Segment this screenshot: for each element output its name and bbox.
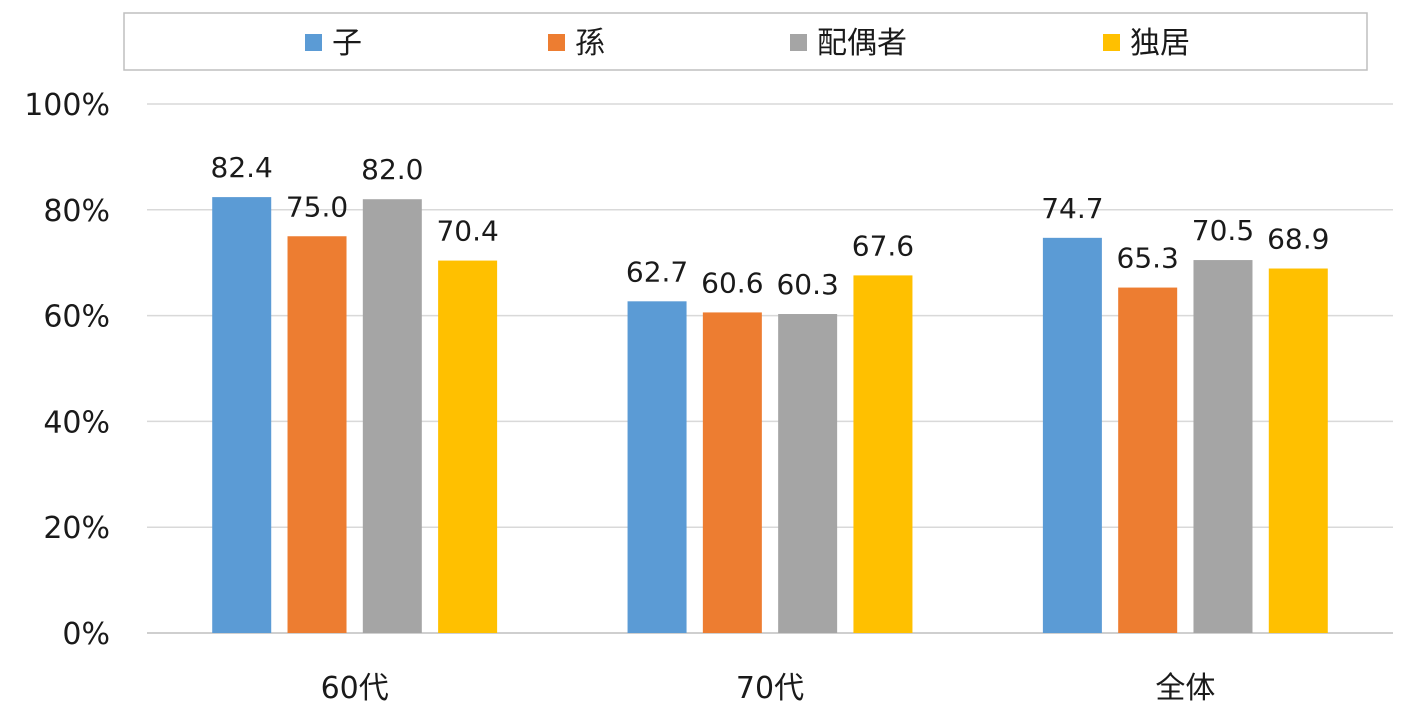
data-label: 75.0 — [286, 190, 348, 223]
y-tick-label: 60% — [43, 300, 110, 335]
bar — [287, 236, 347, 633]
legend-swatch — [305, 34, 322, 51]
data-label: 60.6 — [701, 266, 763, 299]
data-label: 70.4 — [436, 215, 498, 248]
y-axis: 0% 20% 40% 60% 80% 100% — [24, 88, 110, 652]
data-label: 82.4 — [211, 151, 273, 184]
legend-label: 子 — [332, 26, 362, 61]
legend-swatch — [790, 34, 807, 51]
bar — [1118, 287, 1178, 633]
x-tick-label: 60代 — [321, 671, 389, 706]
legend-swatch — [1103, 34, 1120, 51]
data-label: 70.5 — [1192, 214, 1254, 247]
data-label: 82.0 — [361, 153, 423, 186]
legend-label: 独居 — [1130, 26, 1190, 61]
bars — [212, 197, 1328, 633]
bar — [778, 314, 838, 633]
gridlines — [147, 103, 1393, 634]
y-tick-label: 20% — [43, 511, 110, 546]
legend-label: 配偶者 — [817, 26, 907, 61]
x-axis: 60代 70代 全体 — [321, 671, 1216, 706]
data-label: 67.6 — [852, 229, 914, 262]
bar — [212, 197, 272, 633]
bar — [853, 275, 913, 633]
bar — [702, 312, 762, 633]
y-tick-label: 0% — [62, 617, 110, 652]
data-label: 65.3 — [1117, 242, 1179, 275]
data-label: 68.9 — [1267, 223, 1329, 256]
bar — [1042, 237, 1102, 633]
legend-swatch — [548, 34, 565, 51]
x-tick-label: 70代 — [736, 671, 804, 706]
data-label: 60.3 — [776, 268, 838, 301]
y-tick-label: 100% — [24, 88, 110, 123]
y-tick-label: 40% — [43, 405, 110, 440]
bar — [362, 199, 422, 633]
data-labels: 82.4 75.0 82.0 70.4 62.7 60.6 60.3 67.6 74.7 65.3… — [211, 151, 1330, 301]
y-tick-label: 80% — [43, 194, 110, 229]
legend-box — [123, 12, 1368, 71]
data-label: 62.7 — [626, 255, 688, 288]
legend: 子 孫 配偶者 独居 — [123, 12, 1368, 71]
data-label: 74.7 — [1041, 192, 1103, 225]
bar — [438, 260, 498, 633]
bar — [627, 301, 687, 633]
legend-label: 孫 — [575, 26, 605, 61]
x-tick-label: 全体 — [1155, 671, 1215, 706]
bar — [1268, 268, 1328, 633]
bar — [1193, 260, 1253, 633]
